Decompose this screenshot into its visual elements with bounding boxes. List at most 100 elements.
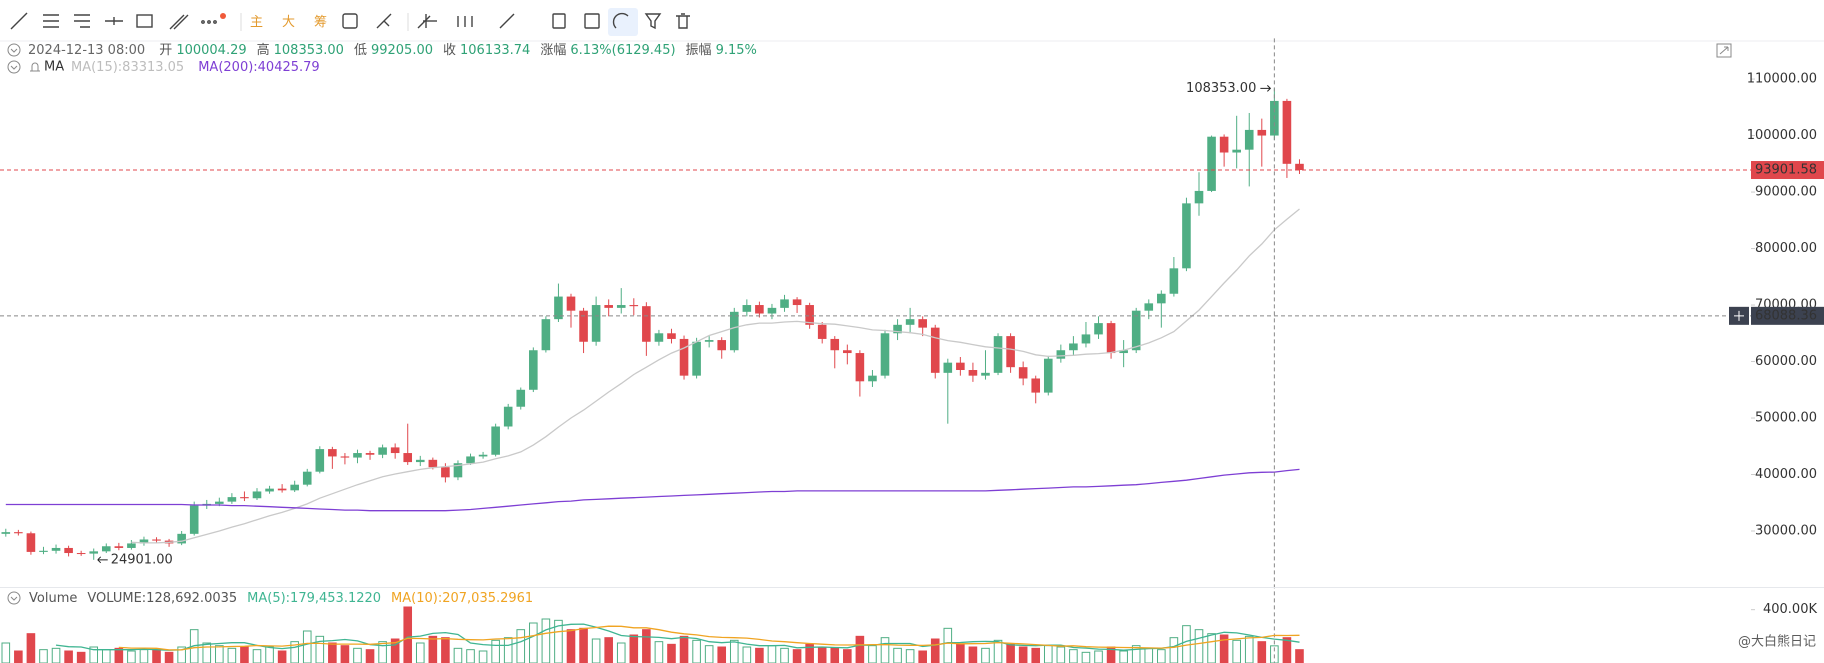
watermark: @大白熊日记 — [1738, 634, 1816, 650]
y-tick-label: 80000.00 — [1755, 241, 1817, 256]
candle-body — [1257, 129, 1267, 136]
candle-body — [503, 406, 513, 427]
candle-body — [1018, 367, 1028, 379]
toolbar-labels: 主大筹 — [250, 14, 327, 30]
volume-bar — [252, 649, 262, 663]
tool-active-bg — [608, 8, 638, 36]
candle-body — [981, 372, 990, 376]
volume-bar — [139, 649, 149, 663]
candle-body — [729, 311, 739, 351]
volume-bar — [704, 645, 714, 663]
candle-body — [767, 307, 777, 314]
crosshair-plus — [1734, 310, 1744, 321]
volume-bar — [453, 647, 463, 663]
candle-body — [1169, 268, 1179, 294]
volume-bar — [993, 639, 1003, 663]
candle-body — [516, 389, 526, 407]
header-value: 9.15% — [716, 43, 757, 58]
collapse-icon[interactable] — [7, 591, 21, 605]
candle-body — [968, 370, 978, 376]
volume-bar — [717, 646, 727, 663]
volume-bar — [1194, 629, 1204, 663]
candle-body — [704, 340, 714, 342]
min-label: 24901.00 — [111, 552, 173, 567]
volume-bar — [1081, 651, 1091, 663]
candle-body — [139, 539, 149, 544]
crosshair-label: 68088.36 — [1755, 308, 1817, 323]
volume-bar — [240, 646, 249, 663]
candle-body — [127, 543, 136, 548]
candle-body — [1232, 149, 1241, 153]
candle-body — [667, 333, 676, 339]
ma-legend-item: MA(15):83313.05 — [71, 60, 184, 75]
candle-body — [64, 547, 73, 554]
candle-body — [328, 449, 337, 457]
candle-body — [1219, 136, 1229, 153]
toolbar-label: 筹 — [314, 14, 327, 30]
volume-bar — [1056, 646, 1066, 663]
candle-body — [315, 449, 325, 472]
volume-bar — [202, 642, 212, 663]
collapse-chevron — [10, 48, 18, 53]
candle-body — [817, 324, 827, 339]
candle-body — [1031, 378, 1041, 393]
volume-bar — [290, 641, 299, 663]
ma-legend: MA(15):83313.05 MA(200):40425.79 — [71, 60, 320, 75]
candle-body — [428, 459, 438, 468]
volume-bar — [968, 646, 978, 663]
volume-bar — [1, 642, 11, 663]
candle-body — [868, 375, 877, 382]
ma-line — [131, 208, 1300, 544]
candle-body — [340, 456, 350, 458]
candle-body — [893, 324, 902, 334]
volume-title: Volume — [29, 591, 77, 606]
volume-bar — [905, 649, 915, 663]
volume-bar — [1144, 647, 1154, 663]
collapse-icon[interactable] — [7, 43, 21, 57]
candle-body — [152, 539, 161, 541]
candle-body — [755, 305, 764, 314]
expand-arrow — [1719, 46, 1729, 55]
alert-icon[interactable] — [30, 62, 40, 72]
expand-icon[interactable] — [1716, 43, 1732, 58]
candle-body — [1182, 203, 1191, 269]
header-date: 2024-12-13 08:00 — [28, 43, 145, 58]
volume-bar — [328, 642, 337, 663]
volume-bar — [755, 647, 764, 663]
volume-bar — [956, 643, 965, 663]
volume-bar — [830, 647, 840, 663]
volume-bar — [466, 649, 475, 663]
volume-bar — [918, 650, 927, 663]
candle-body — [1069, 343, 1078, 351]
volume-bar — [742, 646, 752, 663]
candle-body — [89, 551, 99, 554]
volume-bar — [579, 627, 588, 663]
ma-line — [5, 468, 1300, 512]
candle-body — [905, 319, 915, 325]
candle-body — [591, 305, 601, 342]
volume-bar — [265, 646, 274, 663]
max-label: 108353.00 — [1186, 81, 1256, 96]
volume-bar — [1157, 649, 1166, 663]
candle-body — [51, 547, 61, 551]
candle-body — [252, 491, 262, 499]
volume-bar — [478, 650, 488, 663]
candle-body — [415, 459, 425, 463]
volume-bar — [780, 647, 789, 663]
indicator-name: MA — [44, 60, 64, 75]
candle-body — [215, 501, 224, 504]
min-arrow — [97, 556, 108, 564]
candle-body — [453, 463, 463, 478]
volume-bar — [1169, 637, 1179, 663]
candle-body — [240, 497, 249, 499]
candle-body — [579, 310, 588, 342]
candle-body — [403, 453, 413, 463]
volume-bar — [1094, 650, 1103, 663]
toolbar: 主大筹 — [0, 8, 1824, 42]
candle-body — [353, 453, 362, 458]
tool-icons[interactable] — [10, 12, 690, 30]
tool-active-icon[interactable] — [612, 12, 629, 29]
collapse-icon[interactable] — [7, 60, 21, 74]
candle-body — [717, 340, 727, 351]
volume-bar — [403, 606, 413, 663]
